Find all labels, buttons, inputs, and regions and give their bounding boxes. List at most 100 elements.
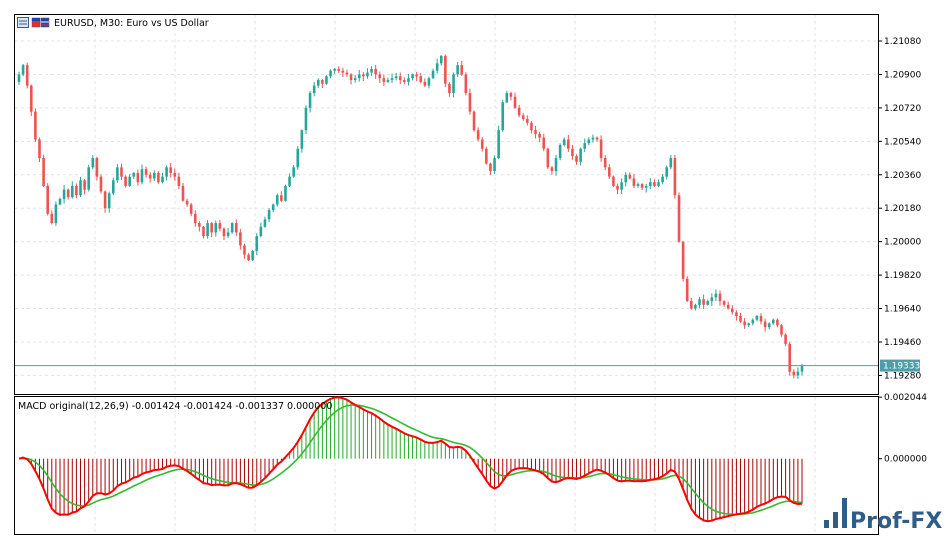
candle[interactable] [300,129,304,153]
candle[interactable] [386,77,390,83]
candle[interactable] [193,210,197,227]
candle[interactable] [677,192,681,243]
candle[interactable] [714,289,718,302]
candle[interactable] [152,170,156,182]
candle[interactable] [562,137,566,147]
candle[interactable] [148,172,152,183]
candle[interactable] [226,227,230,238]
candle[interactable] [521,113,525,121]
candle[interactable] [103,190,107,213]
candle[interactable] [698,296,701,309]
candle[interactable] [628,172,632,180]
candle[interactable] [394,72,398,81]
candle[interactable] [169,163,172,178]
candle[interactable] [722,300,726,307]
candle[interactable] [46,183,49,216]
candle[interactable] [464,72,468,96]
candle[interactable] [472,110,476,132]
candle[interactable] [263,216,267,228]
candle[interactable] [54,201,58,226]
candle[interactable] [91,155,95,170]
candle[interactable] [25,62,29,89]
macd-lines[interactable] [18,396,803,523]
candle[interactable] [362,71,365,82]
candle[interactable] [230,222,234,234]
candle[interactable] [657,179,660,188]
candle[interactable] [165,165,168,181]
candle[interactable] [398,72,402,84]
candle[interactable] [636,182,640,188]
candle[interactable] [456,61,459,77]
candle[interactable] [390,73,394,84]
candle[interactable] [452,72,455,98]
candle[interactable] [517,104,521,118]
candle[interactable] [796,367,800,379]
candle[interactable] [538,131,541,143]
candle[interactable] [772,318,775,325]
candle[interactable] [423,78,427,88]
candle[interactable] [70,181,74,199]
candle[interactable] [34,108,37,142]
candle[interactable] [292,164,295,178]
candle[interactable] [485,146,488,165]
candle[interactable] [312,81,316,97]
candle[interactable] [759,313,763,325]
candle[interactable] [366,68,369,79]
candle[interactable] [731,305,734,315]
candle[interactable] [644,183,648,193]
candle[interactable] [17,71,21,85]
candle[interactable] [743,318,746,329]
candle[interactable] [751,318,755,326]
candle[interactable] [333,68,336,74]
candle[interactable] [214,220,218,237]
candle[interactable] [599,135,603,162]
candle[interactable] [702,294,705,310]
candle[interactable] [497,125,500,160]
candle[interactable] [788,341,792,376]
candle[interactable] [132,171,136,180]
candle[interactable] [370,66,373,77]
candle[interactable] [239,228,242,250]
candle[interactable] [649,178,652,190]
candle[interactable] [407,73,410,86]
candle[interactable] [251,249,254,262]
candle[interactable] [280,191,283,203]
candle[interactable] [550,166,554,175]
candle[interactable] [665,165,669,180]
candle[interactable] [181,182,185,202]
candle[interactable] [38,137,41,162]
candle[interactable] [632,174,636,189]
candle[interactable] [616,183,619,195]
candle[interactable] [583,138,587,152]
candle[interactable] [267,208,271,223]
candle[interactable] [222,227,226,241]
candle[interactable] [612,175,615,188]
candle[interactable] [767,322,771,330]
candle[interactable] [776,318,779,328]
candle[interactable] [403,77,406,85]
candle[interactable] [374,64,377,79]
candle[interactable] [378,71,382,83]
candle[interactable] [468,88,472,115]
candle[interactable] [337,66,341,74]
candle[interactable] [739,312,742,323]
candle[interactable] [124,175,127,188]
candle[interactable] [579,147,582,166]
candle[interactable] [571,144,574,160]
candle[interactable] [185,198,189,207]
candle[interactable] [382,74,386,87]
candle[interactable] [321,78,324,89]
candle[interactable] [640,183,644,190]
candle[interactable] [95,156,99,181]
candle[interactable] [288,173,291,188]
candle[interactable] [329,69,332,79]
candle[interactable] [501,99,505,132]
candlestick-series[interactable] [17,54,804,379]
macd-histogram[interactable] [19,397,803,522]
candle[interactable] [673,154,677,199]
candle[interactable] [136,169,140,186]
candle[interactable] [107,191,111,213]
candle[interactable] [247,253,250,262]
candle[interactable] [234,219,238,236]
candle[interactable] [198,221,201,232]
